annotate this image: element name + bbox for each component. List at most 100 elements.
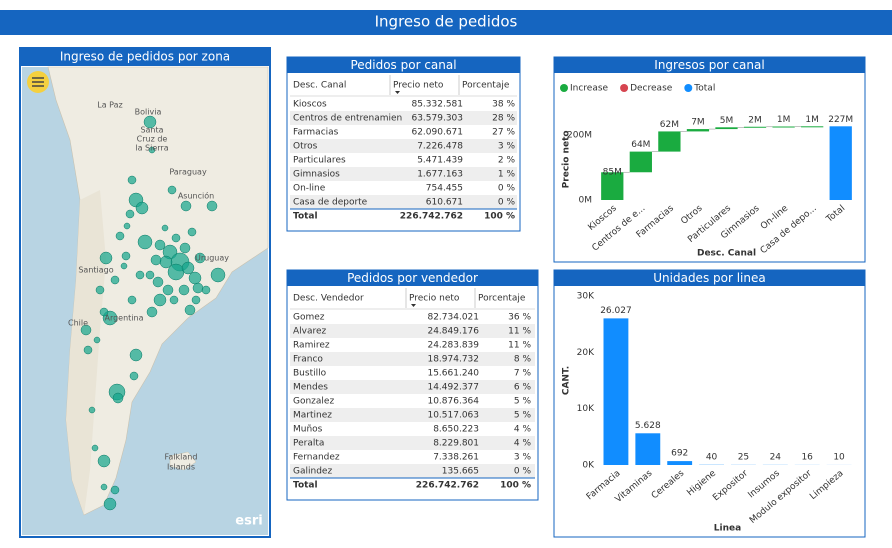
map-label: Santa	[140, 126, 163, 135]
map-dot	[145, 270, 155, 280]
map-label: Chile	[68, 319, 88, 328]
map-title-bar	[20, 48, 270, 66]
table-panel: Pedidos por vendedor Desc. Vendedor Precio…	[286, 269, 539, 501]
map-dot	[110, 485, 120, 495]
y-tick-label: 0M	[579, 196, 593, 206]
cell: Ramirez	[293, 341, 330, 351]
map-dot	[187, 227, 197, 237]
y-tick-label: 20K	[577, 348, 595, 358]
sort-icon	[411, 304, 416, 307]
map-dot	[125, 209, 135, 219]
map-label: Santiago	[78, 266, 113, 275]
map-dot	[188, 271, 202, 285]
map-label: La Paz	[97, 101, 122, 110]
map-dot	[129, 348, 143, 362]
map-dot	[97, 454, 111, 468]
chart-panel: Unidades por linea0K10K20K30KCANT.LineaF…	[553, 269, 866, 538]
bar	[743, 126, 767, 128]
cell: 5 %	[514, 411, 532, 421]
cell: 11 %	[508, 327, 531, 337]
row-band	[290, 195, 517, 209]
map-dot	[100, 483, 108, 491]
cell: 15.661.240	[427, 369, 479, 379]
cell: 10.876.364	[427, 397, 479, 407]
bar	[658, 131, 681, 152]
panel-title: Ingresos por canal	[654, 58, 764, 72]
cell: 18.974.732	[427, 355, 479, 365]
cell: Gomez	[293, 313, 325, 323]
map-dot	[80, 324, 92, 336]
map-dot	[91, 444, 99, 452]
column-header: Porcentaje	[462, 81, 510, 91]
sort-icon	[395, 91, 400, 94]
map-dot	[162, 284, 174, 296]
map-dot	[178, 284, 190, 296]
value-label: 692	[671, 449, 688, 459]
total-cell: Total	[293, 481, 318, 491]
cell: 27 %	[492, 128, 515, 138]
map-label: la Sierra	[135, 144, 168, 153]
bar	[601, 172, 624, 200]
map-label: Uruguay	[195, 254, 229, 263]
value-label: 16	[801, 452, 813, 462]
map-dot	[167, 185, 177, 195]
cell: 3 %	[514, 453, 532, 463]
cell: 10.517.063	[427, 411, 479, 421]
map-dot	[121, 251, 131, 261]
map-dot	[152, 276, 164, 288]
x-axis-title: Linea	[714, 524, 741, 534]
bar	[772, 126, 795, 128]
map-dot	[206, 200, 218, 212]
map-dot	[150, 254, 162, 266]
value-label: 7M	[691, 118, 705, 128]
row-band	[290, 380, 535, 394]
cell: 63.579.303	[411, 114, 463, 124]
cell: 4 %	[514, 439, 532, 449]
panel-title-bar	[554, 270, 865, 286]
map-dot	[148, 146, 156, 154]
value-label: 5.628	[635, 421, 661, 431]
row-band	[290, 139, 517, 153]
cell: Franco	[293, 355, 323, 365]
total-cell: 100 %	[484, 212, 515, 222]
legend-label: Decrease	[630, 84, 673, 94]
map-label: Islands	[167, 463, 195, 472]
cell: 8.650.223	[433, 425, 479, 435]
cell: Centros de entrenamien	[293, 114, 402, 124]
map-dot	[169, 295, 179, 305]
column-header: Porcentaje	[478, 294, 526, 304]
cell: 3 %	[498, 142, 516, 152]
row-band	[290, 464, 535, 478]
map-dot	[210, 267, 226, 283]
y-tick-label: 200M	[567, 131, 592, 141]
cell: Farmacias	[293, 128, 339, 138]
row-band	[290, 436, 535, 450]
cell: 85.332.581	[411, 100, 463, 110]
map-dot	[135, 270, 145, 280]
map-dot	[171, 233, 181, 243]
cell: Casa de deporte	[293, 198, 368, 208]
map-dot	[93, 336, 101, 344]
map-attribution: esri	[235, 514, 262, 529]
cell: 0 %	[498, 184, 516, 194]
value-label: 5M	[720, 116, 734, 126]
map-dot	[88, 406, 96, 414]
panel-title: Pedidos por canal	[350, 58, 456, 72]
column-header: Precio neto	[393, 81, 444, 91]
value-label: 85M	[603, 168, 622, 178]
map-dot	[184, 304, 196, 316]
bar	[829, 126, 852, 200]
y-tick-label: 10K	[577, 404, 595, 414]
legend-swatch	[684, 84, 693, 92]
value-label: 64M	[631, 140, 650, 150]
cell: 610.671	[426, 198, 463, 208]
map-label: Paraguay	[169, 168, 207, 177]
cell: 6 %	[514, 383, 532, 393]
cell: 24.849.176	[427, 327, 479, 337]
map-islands	[169, 451, 197, 471]
header-title: Ingreso de pedidos	[375, 13, 518, 31]
map-dot	[192, 282, 204, 294]
map-label: Falkland	[165, 453, 198, 462]
cell: 4 %	[514, 425, 532, 435]
cell: Alvarez	[293, 327, 327, 337]
